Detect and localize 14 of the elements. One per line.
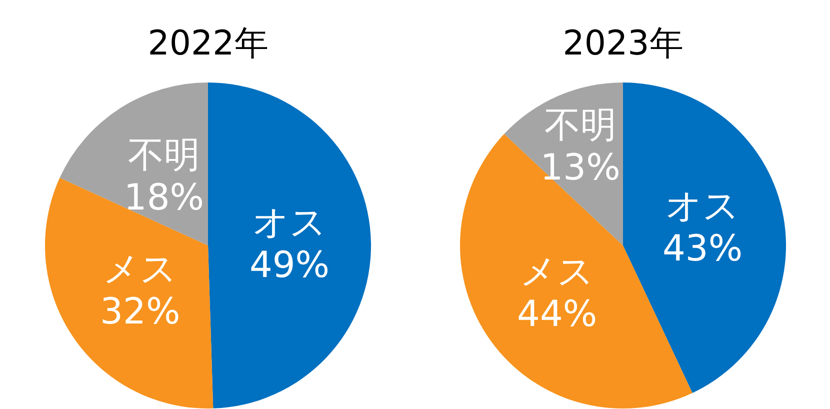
slice-label: オス — [666, 186, 740, 228]
chart-title: 2022年 — [148, 23, 268, 64]
slice-label: 不明 — [128, 135, 200, 176]
data-label: 13% — [540, 147, 620, 188]
data-label: 44% — [517, 294, 598, 336]
slice-label: メス — [520, 252, 594, 293]
slice-label: 不明 — [544, 105, 616, 146]
data-label: 32% — [100, 291, 180, 332]
data-label: 49% — [249, 244, 330, 286]
data-label: 43% — [662, 228, 743, 270]
data-label: 18% — [124, 178, 204, 219]
chart-title: 2023年 — [562, 23, 684, 64]
slice-label: メス — [103, 248, 178, 290]
slice-label: オス — [252, 202, 326, 244]
